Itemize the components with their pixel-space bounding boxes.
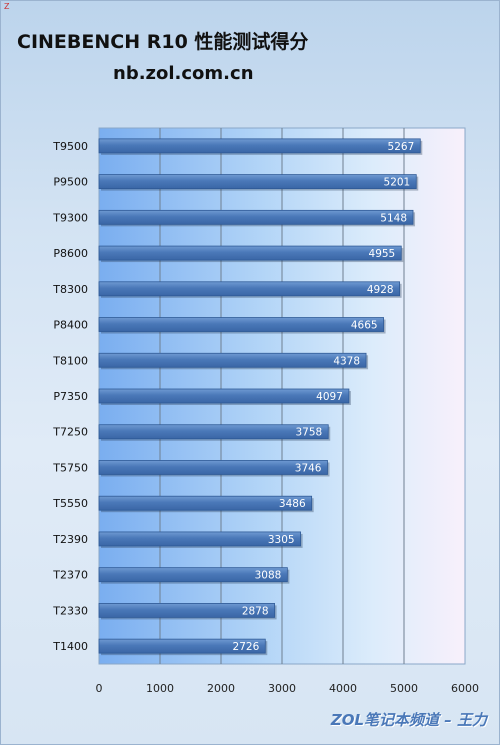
bar [98, 531, 302, 547]
bar [98, 495, 313, 511]
value-label: 5201 [384, 177, 411, 189]
category-label: T2330 [52, 604, 88, 617]
x-tick-label: 3000 [268, 682, 296, 695]
x-tick-label: 5000 [390, 682, 418, 695]
bar [98, 138, 421, 154]
value-label: 4955 [369, 248, 396, 260]
labels: 0 1000 2000 3000 4000 5000 6000 5267 T9500 5201 P9… [52, 140, 479, 695]
bar [98, 603, 275, 618]
value-label: 3486 [279, 498, 306, 510]
bar [98, 281, 401, 297]
value-label: 3758 [296, 427, 323, 439]
bar [98, 209, 414, 225]
value-label: 4928 [367, 284, 394, 296]
category-label: P8600 [53, 247, 88, 260]
x-tick-label: 0 [96, 682, 103, 695]
corner-mark: Z [4, 2, 10, 11]
category-label: T5550 [52, 497, 88, 510]
category-label: P8400 [53, 319, 88, 332]
chart-subtitle: nb.zol.com.cn [113, 63, 254, 84]
bar [98, 174, 417, 190]
watermark: ZOL笔记本频道 – 王力 [330, 711, 487, 729]
category-label: P9500 [53, 176, 88, 189]
value-label: 4097 [316, 391, 343, 403]
x-tick-label: 6000 [451, 682, 479, 695]
value-label: 5267 [388, 141, 415, 153]
x-tick-label: 1000 [146, 682, 174, 695]
category-label: T9500 [52, 140, 88, 153]
value-label: 4378 [333, 355, 360, 367]
category-label: T9300 [52, 211, 88, 224]
category-label: T2370 [52, 569, 88, 582]
category-label: T1400 [52, 640, 88, 653]
value-label: 3305 [268, 534, 295, 546]
chart-title: CINEBENCH R10 性能测试得分 [17, 31, 309, 53]
value-label: 2726 [233, 641, 260, 653]
value-label: 2878 [242, 605, 269, 617]
bar [98, 424, 329, 440]
category-label: P7350 [53, 390, 88, 403]
category-label: T2390 [52, 533, 88, 546]
bar [98, 352, 367, 368]
value-label: 4665 [351, 320, 378, 332]
category-label: T7250 [52, 426, 88, 439]
value-label: 3746 [295, 462, 322, 474]
bar [98, 567, 288, 583]
bar [98, 460, 328, 475]
bar [98, 317, 384, 332]
bar [98, 388, 350, 404]
category-label: T5750 [52, 461, 88, 474]
bar [98, 245, 402, 261]
category-label: T8100 [52, 354, 88, 367]
x-tick-label: 4000 [329, 682, 357, 695]
bar [98, 638, 266, 654]
category-label: T8300 [52, 283, 88, 296]
bars [98, 138, 423, 656]
x-tick-label: 2000 [207, 682, 235, 695]
value-label: 3088 [255, 570, 282, 582]
value-label: 5148 [380, 212, 407, 224]
